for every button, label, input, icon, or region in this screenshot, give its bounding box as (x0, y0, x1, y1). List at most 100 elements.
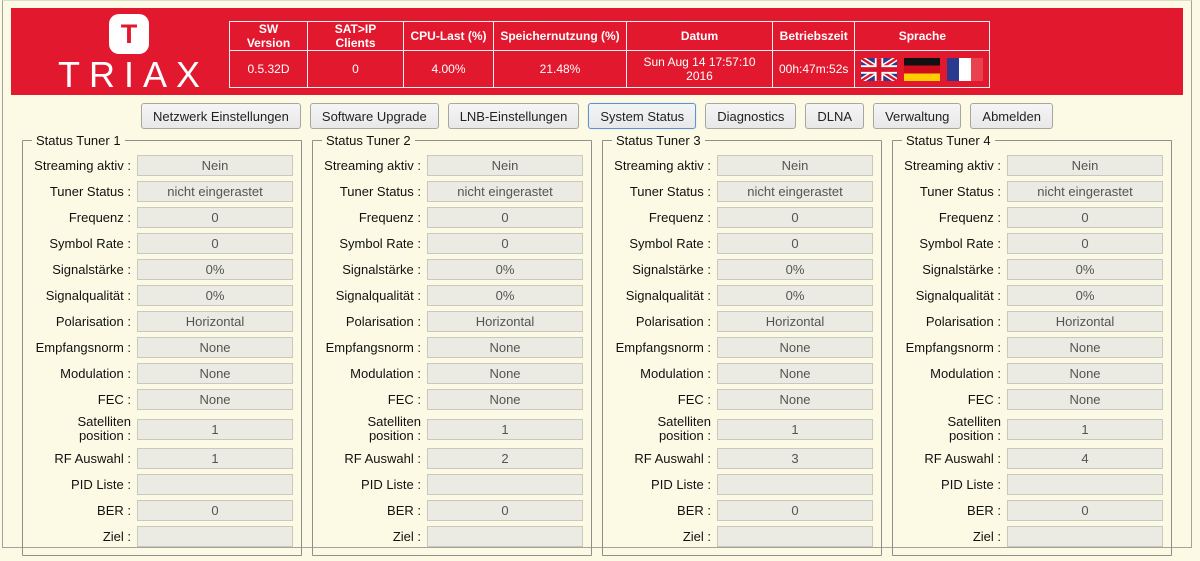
field-label: Tuner Status : (339, 183, 421, 199)
nav-button-verwaltung[interactable]: Verwaltung (873, 103, 962, 129)
status-field-row: Signalstärke : 0% (321, 259, 583, 280)
nav-button-abmelden[interactable]: Abmelden (970, 103, 1053, 129)
nav-button-dlna[interactable]: DLNA (805, 103, 865, 129)
status-field-row: Polarisation : Horizontal (611, 311, 873, 332)
field-value-box: 0% (1007, 259, 1163, 280)
field-label: Empfangsnorm : (905, 339, 1001, 355)
nav-button-netzwerk-einstellungen[interactable]: Netzwerk Einstellungen (141, 103, 301, 129)
status-field-row: FEC : None (31, 389, 293, 410)
status-field-row: RF Auswahl : 4 (901, 448, 1163, 469)
status-field-row: Signalqualität : 0% (611, 285, 873, 306)
stat-header-satip-clients: SAT>IP Clients (307, 21, 404, 51)
stat-value-sw-version: 0.5.32D (229, 50, 308, 88)
field-label: Frequenz : (938, 209, 1001, 225)
stat-header-cpu-load: CPU-Last (%) (403, 21, 494, 51)
field-value-box: nicht eingerastet (717, 181, 873, 202)
status-field-row: Polarisation : Horizontal (31, 311, 293, 332)
field-label: Satelliten position : (947, 414, 1001, 443)
field-label: BER : (387, 502, 421, 518)
field-value-box: 0 (717, 500, 873, 521)
stat-header-memory-usage: Speichernutzung (%) (493, 21, 627, 51)
tuner-panels: Status Tuner 1 Streaming aktiv : Nein Tu… (22, 133, 1172, 556)
german-flag-icon[interactable] (904, 57, 941, 81)
status-field-row: Satelliten position : 1 (901, 415, 1163, 443)
stat-value-date: Sun Aug 14 17:57:10 2016 (626, 50, 773, 88)
status-field-row: Symbol Rate : 0 (321, 233, 583, 254)
stat-value-memory-usage: 21.48% (493, 50, 627, 88)
field-value-box (717, 526, 873, 547)
status-field-row: BER : 0 (321, 500, 583, 521)
field-value-box: None (427, 337, 583, 358)
status-field-row: Streaming aktiv : Nein (31, 155, 293, 176)
field-label: Signalstärke : (52, 261, 131, 277)
field-label: Frequenz : (68, 209, 131, 225)
logo-letter: T (120, 18, 138, 49)
tuner-panel-2: Status Tuner 2 Streaming aktiv : Nein Tu… (312, 133, 592, 556)
language-flags-cell (854, 50, 991, 88)
field-value-box: 0 (137, 207, 293, 228)
status-field-row: Streaming aktiv : Nein (611, 155, 873, 176)
field-value-box: nicht eingerastet (137, 181, 293, 202)
nav-button-system-status[interactable]: System Status (588, 103, 697, 129)
field-label: BER : (967, 502, 1001, 518)
french-flag-icon[interactable] (947, 57, 984, 81)
field-value-box (137, 474, 293, 495)
field-label: RF Auswahl : (924, 450, 1001, 466)
status-field-row: PID Liste : (611, 474, 873, 495)
field-label: PID Liste : (651, 476, 711, 492)
field-value-box: 0% (137, 285, 293, 306)
status-field-row: Satelliten position : 1 (611, 415, 873, 443)
field-label: FEC : (677, 391, 711, 407)
status-field-row: Symbol Rate : 0 (901, 233, 1163, 254)
field-value-box: Horizontal (427, 311, 583, 332)
status-field-row: Tuner Status : nicht eingerastet (31, 181, 293, 202)
field-label: Streaming aktiv : (324, 157, 421, 173)
nav-button-software-upgrade[interactable]: Software Upgrade (309, 103, 439, 129)
field-label: FEC : (387, 391, 421, 407)
field-value-box: 1 (427, 418, 583, 440)
header-banner: T TRIAX SW Version SAT>IP Clients CPU-La… (11, 8, 1183, 95)
field-label: BER : (97, 502, 131, 518)
field-label: Modulation : (350, 365, 421, 381)
status-field-row: Frequenz : 0 (901, 207, 1163, 228)
status-field-row: Satelliten position : 1 (31, 415, 293, 443)
field-value-box: Nein (1007, 155, 1163, 176)
status-field-row: Frequenz : 0 (321, 207, 583, 228)
field-label: Signalstärke : (342, 261, 421, 277)
field-value-box (427, 526, 583, 547)
field-label: PID Liste : (941, 476, 1001, 492)
field-label: RF Auswahl : (54, 450, 131, 466)
status-field-row: Polarisation : Horizontal (321, 311, 583, 332)
status-field-row: FEC : None (901, 389, 1163, 410)
stat-value-satip-clients: 0 (307, 50, 404, 88)
status-field-row: Empfangsnorm : None (31, 337, 293, 358)
field-label: Signalstärke : (632, 261, 711, 277)
field-label: Signalqualität : (335, 287, 421, 303)
stat-header-sw-version: SW Version (229, 21, 308, 51)
field-value-box: 0 (717, 233, 873, 254)
field-label: FEC : (967, 391, 1001, 407)
tuner-panel-4: Status Tuner 4 Streaming aktiv : Nein Tu… (892, 133, 1172, 556)
status-field-row: Modulation : None (901, 363, 1163, 384)
field-value-box: 1 (717, 418, 873, 440)
field-value-box: nicht eingerastet (427, 181, 583, 202)
field-label: Signalstärke : (922, 261, 1001, 277)
stat-header-language: Sprache (854, 21, 991, 51)
nav-button-diagnostics[interactable]: Diagnostics (705, 103, 797, 129)
field-value-box: 0% (717, 259, 873, 280)
status-field-row: Signalqualität : 0% (321, 285, 583, 306)
field-label: Tuner Status : (919, 183, 1001, 199)
field-label: Frequenz : (648, 209, 711, 225)
tuner-panel-title: Status Tuner 2 (326, 133, 411, 148)
field-value-box: 0 (137, 233, 293, 254)
field-value-box: None (1007, 337, 1163, 358)
field-label: Modulation : (60, 365, 131, 381)
status-field-row: PID Liste : (31, 474, 293, 495)
field-label: Signalqualität : (915, 287, 1001, 303)
british-flag-icon[interactable] (861, 57, 898, 81)
field-label: Ziel : (392, 528, 421, 544)
tuner-panel-title: Status Tuner 4 (906, 133, 991, 148)
nav-button-lnb-einstellungen[interactable]: LNB-Einstellungen (447, 103, 580, 129)
field-value-box: 1 (1007, 418, 1163, 440)
